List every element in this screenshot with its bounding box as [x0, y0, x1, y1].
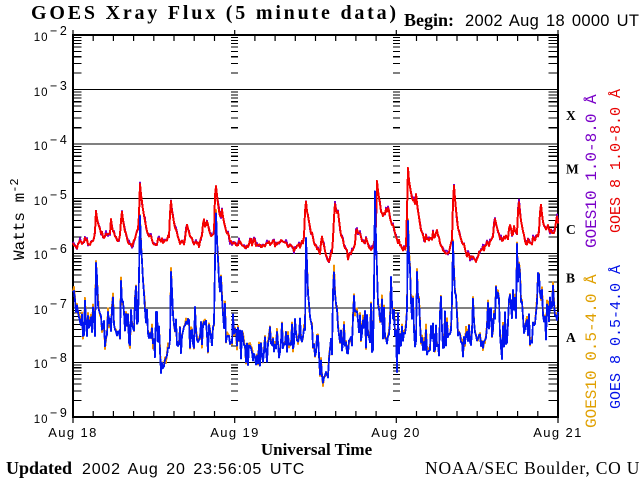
svg-text:−9: −9 [50, 406, 69, 420]
svg-text:10: 10 [34, 359, 49, 371]
svg-text:−3: −3 [50, 79, 69, 93]
svg-text:2002 Aug 18 0000 UTC: 2002 Aug 18 0000 UTC [465, 12, 640, 30]
svg-text:10: 10 [34, 141, 49, 153]
svg-text:10: 10 [34, 414, 49, 426]
svg-text:10: 10 [34, 250, 49, 262]
svg-text:Aug 18: Aug 18 [48, 425, 98, 440]
svg-text:−8: −8 [50, 351, 69, 365]
svg-text:−4: −4 [50, 133, 69, 147]
svg-text:Universal Time: Universal Time [261, 440, 373, 459]
svg-text:GOES10 0.5-4.0 Å: GOES10 0.5-4.0 Å [583, 274, 601, 428]
svg-text:Aug 21: Aug 21 [533, 425, 583, 440]
svg-text:GOES 8 0.5-4.0 Å: GOES 8 0.5-4.0 Å [608, 265, 625, 409]
svg-text:X: X [566, 108, 576, 123]
svg-text:10: 10 [34, 196, 49, 208]
svg-text:Begin:: Begin: [404, 10, 454, 30]
svg-text:GOES10 1.0-8.0 Å: GOES10 1.0-8.0 Å [583, 94, 601, 248]
svg-text:2002 Aug 20 23:56:05 UTC: 2002 Aug 20 23:56:05 UTC [82, 461, 305, 478]
svg-text:−5: −5 [50, 188, 69, 202]
svg-text:10: 10 [34, 305, 49, 317]
svg-text:GOES Xray Flux (5 minute data): GOES Xray Flux (5 minute data) [31, 2, 399, 24]
svg-text:Updated: Updated [6, 458, 72, 478]
svg-text:Aug 19: Aug 19 [210, 425, 260, 440]
svg-text:A: A [566, 330, 576, 345]
svg-text:C: C [566, 222, 576, 237]
svg-text:−7: −7 [50, 297, 69, 311]
svg-text:−2: −2 [50, 24, 69, 38]
svg-text:GOES 8 1.0-8.0 Å: GOES 8 1.0-8.0 Å [608, 89, 625, 233]
svg-text:10: 10 [34, 32, 49, 44]
svg-text:M: M [566, 162, 579, 177]
svg-text:Aug 20: Aug 20 [371, 425, 421, 440]
svg-text:NOAA/SEC Boulder, CO USA: NOAA/SEC Boulder, CO USA [425, 458, 640, 478]
svg-text:Watts m-2: Watts m-2 [8, 178, 29, 260]
svg-text:−6: −6 [50, 242, 69, 256]
svg-text:B: B [566, 271, 575, 286]
svg-text:10: 10 [34, 87, 49, 99]
